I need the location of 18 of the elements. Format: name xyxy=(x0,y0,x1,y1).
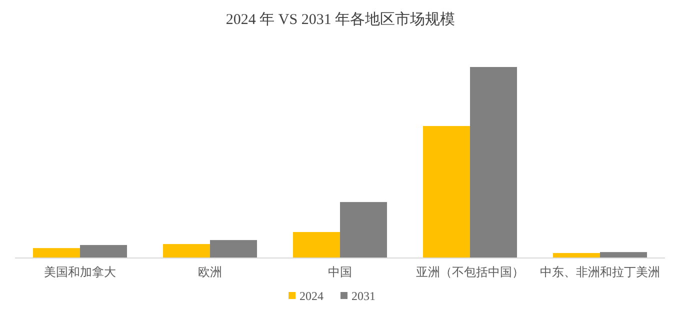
x-tick-label: 美国和加拿大 xyxy=(44,265,116,279)
bar xyxy=(470,67,517,258)
bar xyxy=(423,126,470,258)
bar xyxy=(33,248,80,258)
bar xyxy=(163,244,210,258)
chart-title: 2024 年 VS 2031 年各地区市场规模 xyxy=(226,11,456,28)
bar xyxy=(553,253,600,258)
bar xyxy=(80,245,127,258)
legend-label: 2031 xyxy=(352,289,376,303)
bar xyxy=(600,252,647,258)
x-tick-label: 中东、非洲和拉丁美洲 xyxy=(540,265,660,279)
x-tick-label: 中国 xyxy=(328,265,352,279)
x-tick-label: 亚洲（不包括中国） xyxy=(416,265,524,279)
legend-label: 2024 xyxy=(300,289,324,303)
bar xyxy=(293,232,340,258)
x-tick-label: 欧洲 xyxy=(198,265,222,279)
bar xyxy=(210,240,257,258)
bar xyxy=(340,202,387,258)
